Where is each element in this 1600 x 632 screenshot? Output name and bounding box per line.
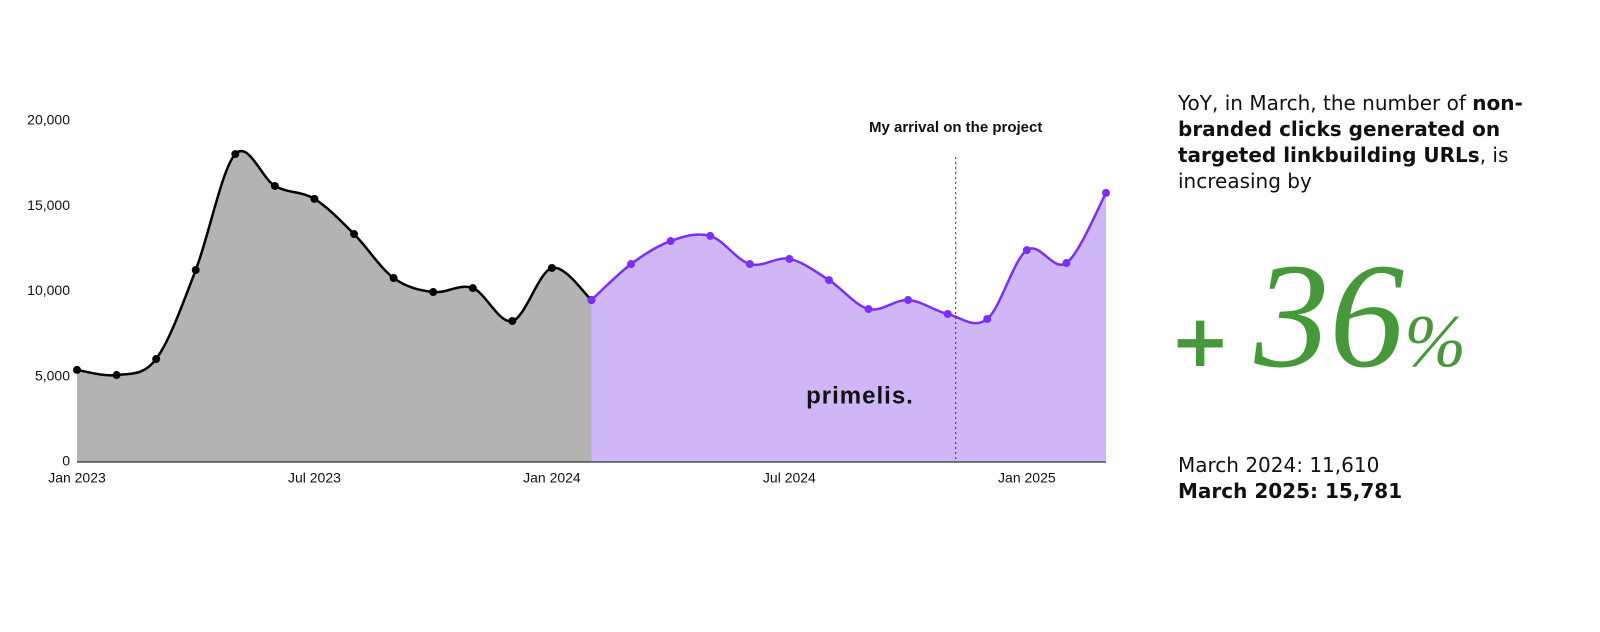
intro-part: YoY, in March, the number of — [1178, 91, 1473, 115]
big-suffix: % — [1404, 301, 1466, 383]
point — [191, 266, 200, 275]
point — [706, 231, 715, 240]
point — [1102, 188, 1110, 197]
x-tick-label: Jan 2023 — [48, 470, 106, 486]
point — [73, 365, 81, 374]
point — [429, 288, 438, 297]
point — [864, 305, 873, 314]
point — [508, 316, 517, 325]
comparison-line: March 2025: 15,781 — [1178, 479, 1403, 503]
intro-bold: non-branded clicks generated on targeted… — [1178, 91, 1523, 167]
x-tick-label: Jan 2024 — [523, 470, 581, 486]
intro-part: , is increasing by — [1178, 143, 1509, 193]
point — [112, 371, 121, 380]
area — [77, 151, 592, 462]
y-tick-label: 15,000 — [27, 197, 70, 213]
y-tick-label: 10,000 — [27, 282, 70, 298]
point — [468, 284, 477, 293]
point — [745, 260, 754, 269]
point — [152, 355, 161, 364]
point — [389, 274, 398, 283]
y-tick-label: 5,000 — [35, 367, 70, 383]
point — [310, 194, 319, 203]
point — [983, 314, 992, 323]
point — [943, 310, 952, 319]
y-tick-label: 0 — [62, 453, 70, 469]
x-tick-label: Jan 2025 — [998, 470, 1056, 486]
point — [824, 276, 833, 285]
x-tick-label: Jul 2023 — [288, 470, 341, 486]
comparison-line: March 2024: 11,610 — [1178, 453, 1380, 477]
point — [904, 296, 913, 305]
x-tick-label: Jul 2024 — [763, 470, 816, 486]
area — [591, 192, 1106, 462]
point — [231, 150, 240, 159]
y-tick-label: 20,000 — [27, 112, 70, 128]
logo: primelis. — [806, 382, 914, 409]
point — [587, 296, 596, 305]
big-value: 36 — [1254, 233, 1405, 399]
big-prefix: + — [1170, 299, 1231, 383]
chart: primelis. 0 5,000 10,000 15,000 20,000 Jan 20… — [27, 112, 1110, 486]
point — [270, 181, 279, 190]
point — [1062, 259, 1071, 268]
point — [666, 237, 675, 246]
point — [547, 263, 556, 272]
comparison: March 2024: 11,610 March 2025: 15,781 — [1178, 452, 1558, 504]
point — [1022, 246, 1031, 255]
line — [76, 149, 593, 377]
point — [350, 230, 359, 239]
intro-text: YoY, in March, the number of non-branded… — [1178, 90, 1558, 194]
point — [627, 260, 636, 269]
big-number: + 36% — [1170, 230, 1466, 402]
point — [785, 254, 794, 263]
annotation-text: My arrival on the project — [869, 119, 1042, 136]
